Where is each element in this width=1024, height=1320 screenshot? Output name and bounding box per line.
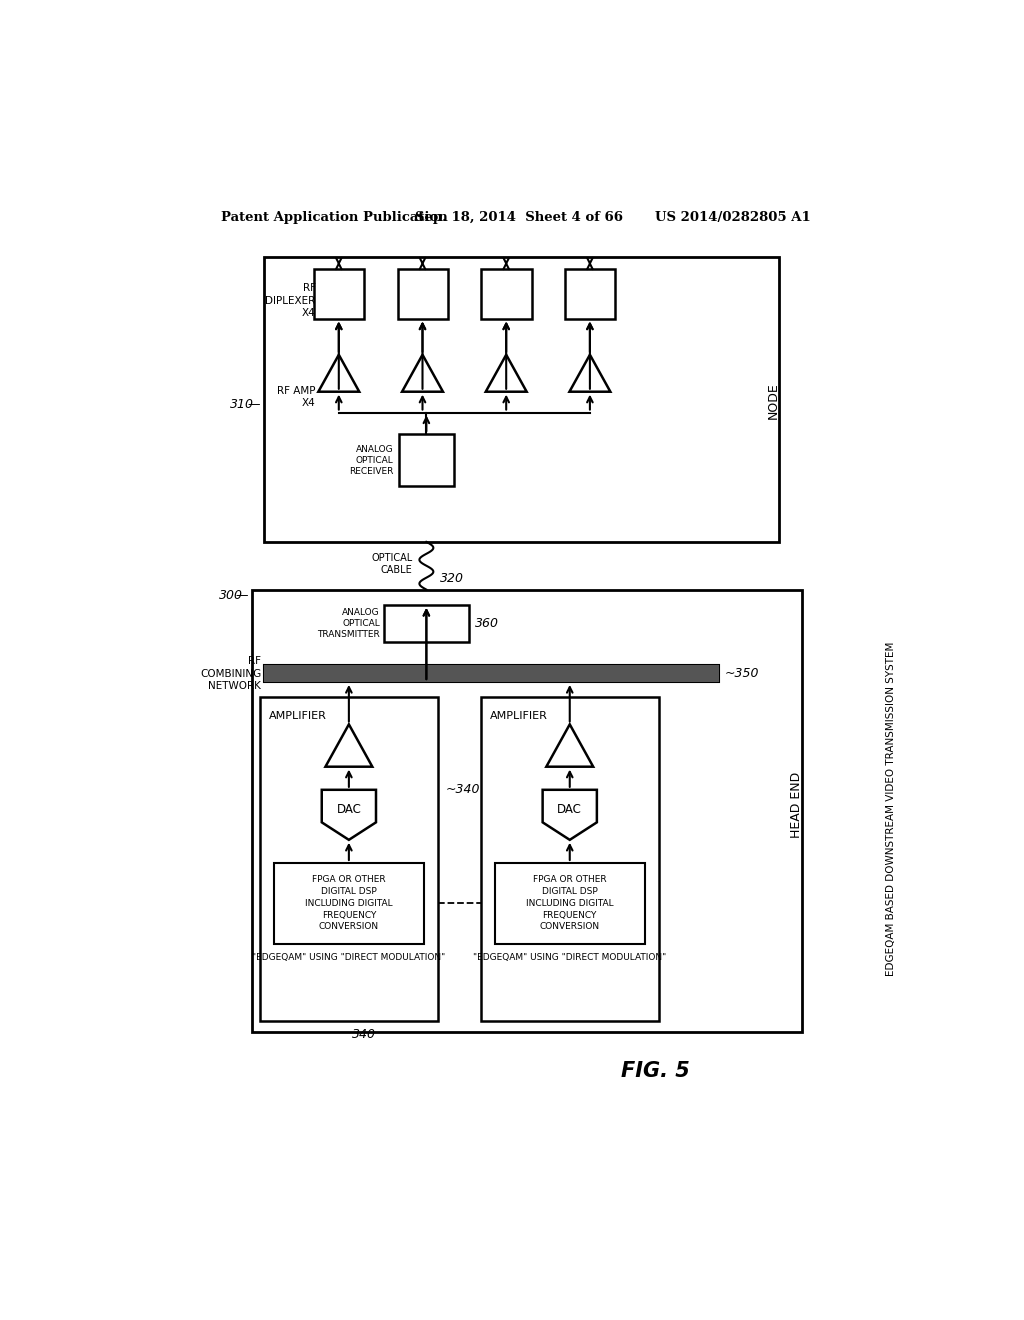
Text: AMPLIFIER: AMPLIFIER — [489, 711, 548, 721]
Text: ANALOG
OPTICAL
RECEIVER: ANALOG OPTICAL RECEIVER — [349, 445, 393, 475]
Text: US 2014/0282805 A1: US 2014/0282805 A1 — [655, 211, 811, 224]
Polygon shape — [569, 355, 610, 392]
Bar — [384, 605, 469, 642]
Text: FPGA OR OTHER
DIGITAL DSP
INCLUDING DIGITAL
FREQUENCY
CONVERSION: FPGA OR OTHER DIGITAL DSP INCLUDING DIGI… — [526, 875, 613, 932]
Text: ANALOG
OPTICAL
TRANSMITTER: ANALOG OPTICAL TRANSMITTER — [317, 609, 380, 639]
Text: FPGA OR OTHER
DIGITAL DSP
INCLUDING DIGITAL
FREQUENCY
CONVERSION: FPGA OR OTHER DIGITAL DSP INCLUDING DIGI… — [305, 875, 392, 932]
Polygon shape — [485, 355, 526, 392]
Text: "EDGEQAM" USING "DIRECT MODULATION": "EDGEQAM" USING "DIRECT MODULATION" — [252, 953, 445, 962]
Text: RF AMP
X4: RF AMP X4 — [278, 385, 315, 408]
Text: RF
COMBINING
NETWORK: RF COMBINING NETWORK — [200, 656, 261, 690]
Bar — [263, 665, 719, 682]
Bar — [495, 863, 645, 944]
Text: DAC: DAC — [557, 804, 583, 816]
Bar — [399, 434, 454, 487]
Text: —: — — [236, 589, 248, 602]
Bar — [252, 590, 802, 1032]
Polygon shape — [543, 789, 597, 840]
Bar — [314, 268, 365, 318]
Polygon shape — [402, 355, 443, 392]
Text: AMPLIFIER: AMPLIFIER — [269, 711, 327, 721]
Polygon shape — [322, 789, 376, 840]
Text: ~340: ~340 — [445, 783, 480, 796]
Text: EDGEQAM BASED DOWNSTREAM VIDEO TRANSMISSION SYSTEM: EDGEQAM BASED DOWNSTREAM VIDEO TRANSMISS… — [887, 642, 896, 977]
Text: RF
DIPLEXER
X4: RF DIPLEXER X4 — [265, 284, 315, 318]
Polygon shape — [326, 725, 373, 767]
Text: "EDGEQAM" USING "DIRECT MODULATION": "EDGEQAM" USING "DIRECT MODULATION" — [473, 953, 667, 962]
Text: NODE: NODE — [767, 383, 780, 420]
Text: Patent Application Publication: Patent Application Publication — [221, 211, 447, 224]
Text: DAC: DAC — [337, 804, 361, 816]
Polygon shape — [318, 355, 359, 392]
Text: Sep. 18, 2014  Sheet 4 of 66: Sep. 18, 2014 Sheet 4 of 66 — [415, 211, 623, 224]
Bar — [263, 257, 779, 543]
Bar — [481, 268, 531, 318]
Text: 300: 300 — [219, 589, 243, 602]
Text: 320: 320 — [440, 572, 464, 585]
Bar — [480, 697, 658, 1020]
Bar — [273, 863, 424, 944]
Bar — [565, 268, 615, 318]
Bar — [260, 697, 438, 1020]
Text: OPTICAL
CABLE: OPTICAL CABLE — [371, 553, 413, 576]
Text: ~350: ~350 — [725, 667, 759, 680]
Text: 310: 310 — [230, 399, 254, 412]
Polygon shape — [547, 725, 593, 767]
Bar — [397, 268, 449, 318]
Text: HEAD END: HEAD END — [790, 772, 803, 838]
Text: —: — — [247, 399, 260, 412]
Bar — [263, 665, 719, 682]
Text: 360: 360 — [475, 616, 500, 630]
Text: FIG. 5: FIG. 5 — [621, 1061, 689, 1081]
Text: 340: 340 — [352, 1028, 377, 1041]
